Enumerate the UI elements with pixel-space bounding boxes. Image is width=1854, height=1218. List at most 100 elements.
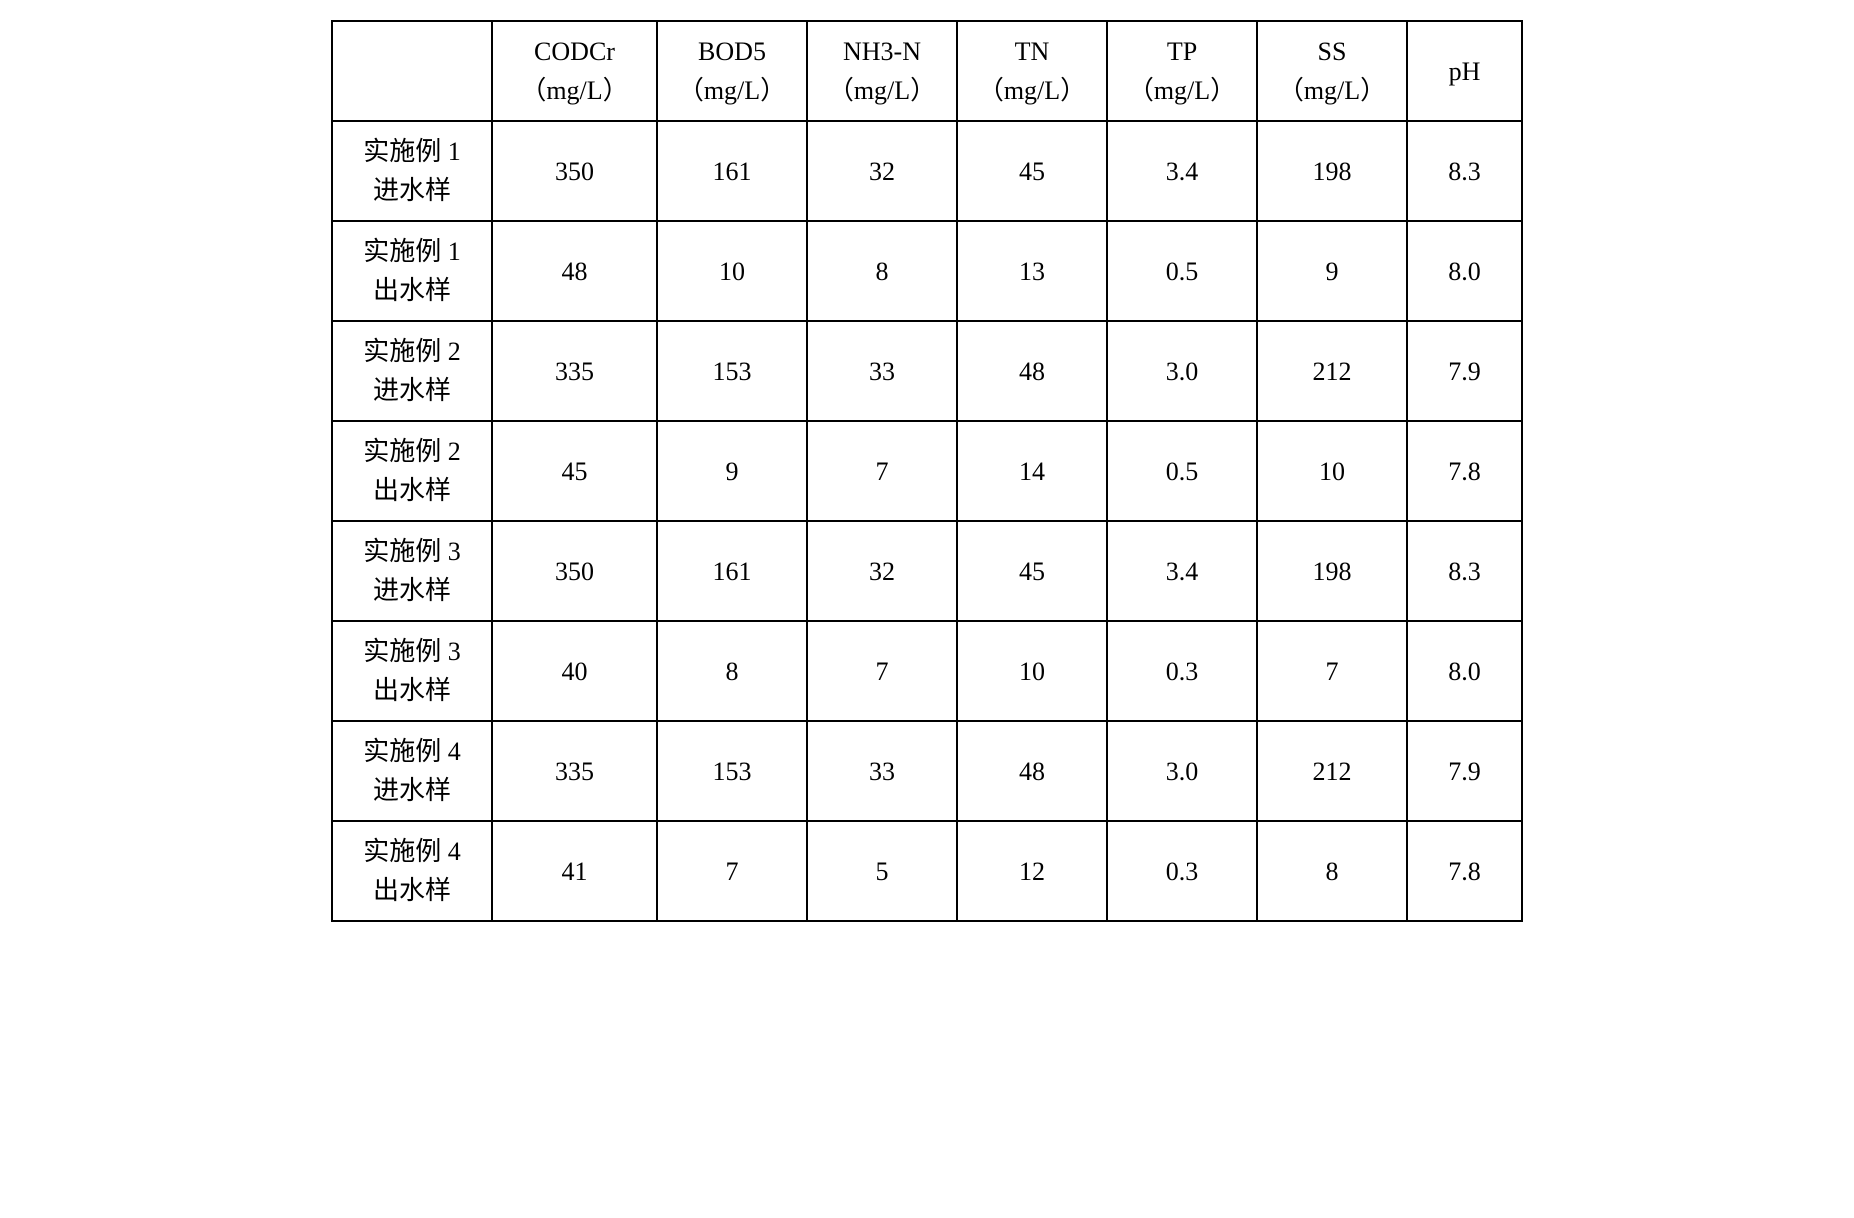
row-label: 实施例 2 进水样	[332, 321, 492, 421]
cell: 8	[807, 221, 957, 321]
cell: 212	[1257, 321, 1407, 421]
col-label: BOD5	[666, 32, 798, 71]
row-label: 实施例 4 进水样	[332, 721, 492, 821]
data-table: CODCr （mg/L） BOD5 （mg/L） NH3-N （mg/L） TN…	[331, 20, 1523, 922]
row-label-line2: 进水样	[341, 571, 483, 610]
table-row: 实施例 4 进水样 335 153 33 48 3.0 212 7.9	[332, 721, 1522, 821]
cell: 7	[807, 621, 957, 721]
col-label: SS	[1266, 32, 1398, 71]
cell: 161	[657, 521, 807, 621]
table-row: 实施例 2 进水样 335 153 33 48 3.0 212 7.9	[332, 321, 1522, 421]
row-label-line1: 实施例 4	[341, 832, 483, 871]
cell: 48	[957, 721, 1107, 821]
cell: 12	[957, 821, 1107, 921]
cell: 14	[957, 421, 1107, 521]
col-unit: （mg/L）	[966, 71, 1098, 110]
cell: 8.0	[1407, 621, 1522, 721]
table-row: 实施例 3 出水样 40 8 7 10 0.3 7 8.0	[332, 621, 1522, 721]
cell: 7	[657, 821, 807, 921]
col-header-ph: pH	[1407, 21, 1522, 121]
cell: 10	[657, 221, 807, 321]
col-unit: （mg/L）	[816, 71, 948, 110]
cell: 9	[657, 421, 807, 521]
cell: 7.8	[1407, 421, 1522, 521]
cell: 350	[492, 121, 657, 221]
table-row: 实施例 1 出水样 48 10 8 13 0.5 9 8.0	[332, 221, 1522, 321]
row-label: 实施例 3 出水样	[332, 621, 492, 721]
cell: 40	[492, 621, 657, 721]
cell: 3.0	[1107, 721, 1257, 821]
cell: 48	[492, 221, 657, 321]
cell: 9	[1257, 221, 1407, 321]
cell: 33	[807, 321, 957, 421]
row-label-line1: 实施例 1	[341, 132, 483, 171]
row-label-line2: 出水样	[341, 471, 483, 510]
col-label: TN	[966, 32, 1098, 71]
cell: 198	[1257, 121, 1407, 221]
cell: 7	[1257, 621, 1407, 721]
table-row: 实施例 3 进水样 350 161 32 45 3.4 198 8.3	[332, 521, 1522, 621]
table-body: 实施例 1 进水样 350 161 32 45 3.4 198 8.3 实施例 …	[332, 121, 1522, 921]
cell: 33	[807, 721, 957, 821]
cell: 198	[1257, 521, 1407, 621]
col-header-ss: SS （mg/L）	[1257, 21, 1407, 121]
col-header-tp: TP （mg/L）	[1107, 21, 1257, 121]
cell: 7.8	[1407, 821, 1522, 921]
table-row: 实施例 4 出水样 41 7 5 12 0.3 8 7.8	[332, 821, 1522, 921]
cell: 3.4	[1107, 521, 1257, 621]
table-header-row: CODCr （mg/L） BOD5 （mg/L） NH3-N （mg/L） TN…	[332, 21, 1522, 121]
col-header-empty	[332, 21, 492, 121]
col-unit: （mg/L）	[501, 71, 648, 110]
cell: 0.5	[1107, 421, 1257, 521]
cell: 3.0	[1107, 321, 1257, 421]
row-label-line1: 实施例 1	[341, 232, 483, 271]
row-label-line2: 进水样	[341, 171, 483, 210]
col-unit: （mg/L）	[1116, 71, 1248, 110]
cell: 48	[957, 321, 1107, 421]
col-header-bod5: BOD5 （mg/L）	[657, 21, 807, 121]
table-row: 实施例 1 进水样 350 161 32 45 3.4 198 8.3	[332, 121, 1522, 221]
cell: 7.9	[1407, 321, 1522, 421]
row-label-line1: 实施例 3	[341, 632, 483, 671]
row-label: 实施例 1 出水样	[332, 221, 492, 321]
cell: 8	[657, 621, 807, 721]
cell: 153	[657, 321, 807, 421]
cell: 45	[957, 521, 1107, 621]
row-label: 实施例 4 出水样	[332, 821, 492, 921]
col-label: NH3-N	[816, 32, 948, 71]
col-label: CODCr	[501, 32, 648, 71]
cell: 8.3	[1407, 121, 1522, 221]
cell: 335	[492, 721, 657, 821]
cell: 10	[957, 621, 1107, 721]
cell: 10	[1257, 421, 1407, 521]
cell: 335	[492, 321, 657, 421]
cell: 45	[957, 121, 1107, 221]
cell: 0.3	[1107, 621, 1257, 721]
row-label-line1: 实施例 2	[341, 432, 483, 471]
col-header-tn: TN （mg/L）	[957, 21, 1107, 121]
cell: 153	[657, 721, 807, 821]
cell: 8.0	[1407, 221, 1522, 321]
col-header-codcr: CODCr （mg/L）	[492, 21, 657, 121]
cell: 0.5	[1107, 221, 1257, 321]
col-unit: （mg/L）	[1266, 71, 1398, 110]
row-label-line2: 出水样	[341, 271, 483, 310]
cell: 32	[807, 521, 957, 621]
cell: 45	[492, 421, 657, 521]
cell: 8	[1257, 821, 1407, 921]
cell: 41	[492, 821, 657, 921]
cell: 161	[657, 121, 807, 221]
row-label-line2: 进水样	[341, 371, 483, 410]
cell: 212	[1257, 721, 1407, 821]
col-unit: （mg/L）	[666, 71, 798, 110]
cell: 3.4	[1107, 121, 1257, 221]
cell: 7.9	[1407, 721, 1522, 821]
row-label-line2: 进水样	[341, 771, 483, 810]
cell: 8.3	[1407, 521, 1522, 621]
row-label-line1: 实施例 4	[341, 732, 483, 771]
cell: 7	[807, 421, 957, 521]
cell: 13	[957, 221, 1107, 321]
row-label: 实施例 2 出水样	[332, 421, 492, 521]
cell: 0.3	[1107, 821, 1257, 921]
row-label: 实施例 1 进水样	[332, 121, 492, 221]
